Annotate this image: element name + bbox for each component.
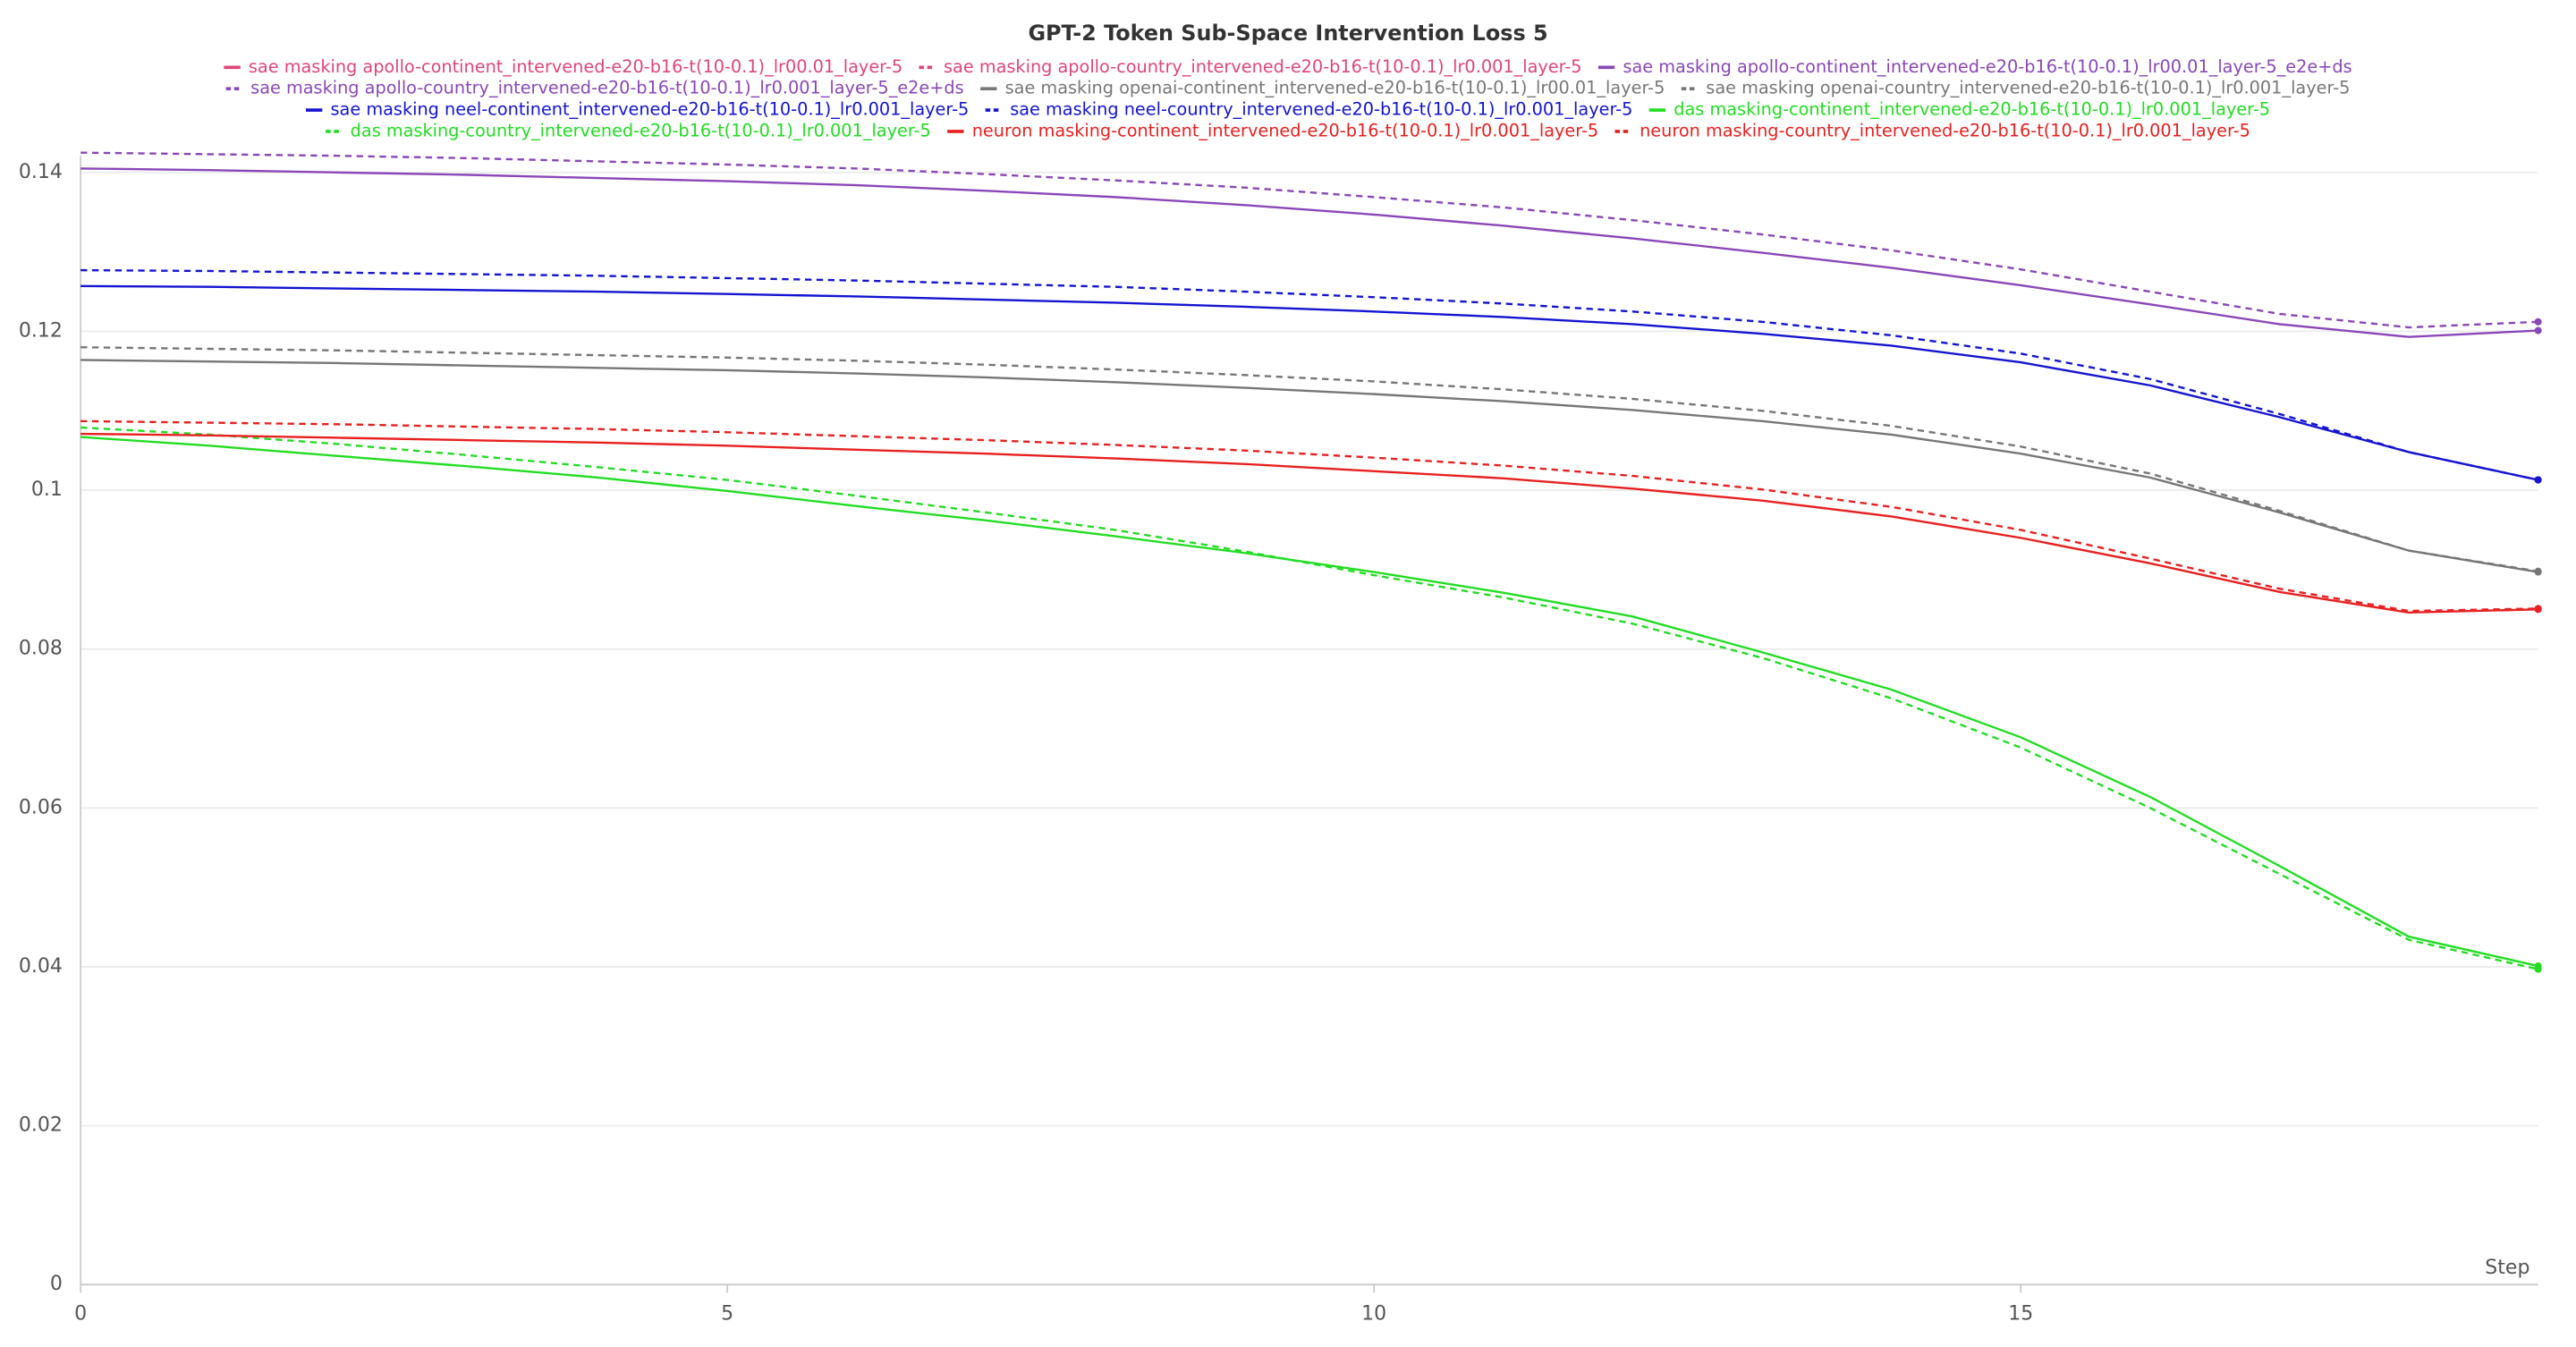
- legend-label: sae masking neel-continent_intervened-e2…: [331, 99, 970, 120]
- legend-label: sae masking apollo-continent_intervened-…: [1623, 56, 2351, 77]
- x-axis-label: Step: [2485, 1257, 2529, 1279]
- legend-label: das masking-country_intervened-e20-b16-t…: [351, 120, 931, 140]
- y-tick-label: 0.06: [19, 796, 63, 818]
- end-point: [2534, 476, 2542, 484]
- legend-item: das masking-continent_intervened-e20-b16…: [1648, 99, 2270, 120]
- legend-label: sae masking openai-continent_intervened-…: [1005, 78, 1665, 98]
- x-tick-label: 15: [2008, 1302, 2033, 1325]
- legend-label: neuron masking-country_intervened-e20-b1…: [1640, 120, 2250, 140]
- legend-label: das masking-continent_intervened-e20-b16…: [1674, 99, 2270, 120]
- legend-label: sae masking apollo-continent_intervened-…: [249, 56, 902, 77]
- legend-label: neuron masking-continent_intervened-e20-…: [972, 120, 1598, 140]
- line: [80, 167, 2538, 338]
- legend-label: sae masking openai-country_intervened-e2…: [1706, 78, 2350, 98]
- legend-label: sae masking neel-country_intervened-e20-…: [1010, 99, 1632, 120]
- legend-item: sae masking neel-continent_intervened-e2…: [305, 99, 970, 120]
- legend-item: sae masking openai-country_intervened-e2…: [1681, 78, 2350, 98]
- y-tick-label: 0: [50, 1273, 63, 1295]
- y-tick-label: 0.14: [19, 161, 63, 183]
- end-point: [2534, 605, 2542, 613]
- y-tick-label: 0.02: [19, 1114, 63, 1137]
- line: [80, 432, 2538, 614]
- line: [80, 359, 2538, 573]
- line: [80, 284, 2538, 481]
- legend-item: neuron masking-country_intervened-e20-b1…: [1614, 120, 2250, 140]
- end-point: [2534, 567, 2542, 575]
- end-point: [2534, 965, 2542, 973]
- line: [80, 268, 2538, 481]
- y-tick-label: 0.04: [19, 955, 63, 978]
- legend-label: sae masking apollo-country_intervened-e2…: [250, 78, 964, 98]
- y-tick-label: 0.12: [19, 319, 63, 342]
- legend-item: das masking-country_intervened-e20-b16-t…: [326, 120, 931, 140]
- x-tick-label: 0: [74, 1302, 87, 1325]
- end-point: [2534, 318, 2542, 326]
- legend-item: sae masking apollo-continent_intervened-…: [224, 56, 902, 77]
- legend-item: sae masking openai-continent_intervened-…: [980, 78, 1665, 98]
- x-tick-label: 5: [721, 1302, 733, 1325]
- y-tick-label: 0.1: [31, 479, 63, 501]
- legend-item: sae masking apollo-country_intervened-e2…: [225, 78, 964, 98]
- y-tick-label: 0.08: [19, 638, 63, 660]
- legend-item: sae masking apollo-country_intervened-e2…: [919, 56, 1582, 77]
- legend-item: sae masking neel-country_intervened-e20-…: [985, 99, 1632, 120]
- chart-title: GPT-2 Token Sub-Space Intervention Loss …: [1028, 21, 1547, 46]
- legend-item: sae masking apollo-continent_intervened-…: [1597, 56, 2352, 77]
- legend-label: sae masking apollo-country_intervened-e2…: [944, 56, 1582, 77]
- end-point: [2534, 326, 2542, 335]
- legend-item: neuron masking-continent_intervened-e20-…: [947, 120, 1598, 140]
- x-tick-label: 10: [1361, 1302, 1386, 1325]
